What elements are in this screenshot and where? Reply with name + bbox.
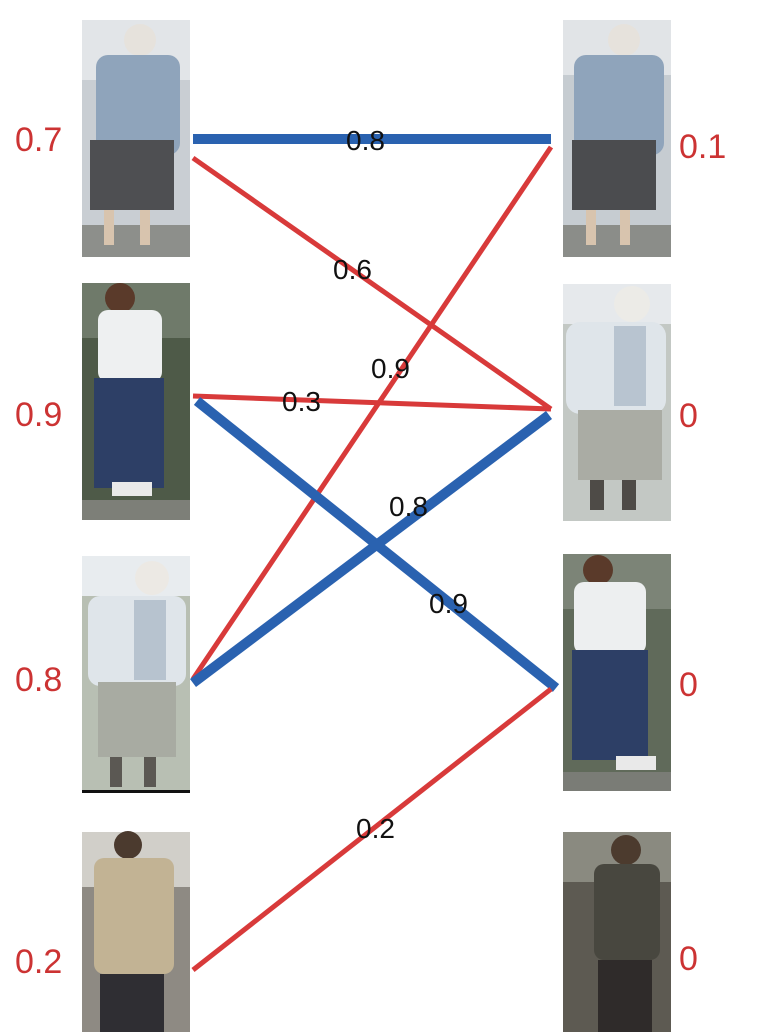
- right-scores: 0.1 0 0 0: [679, 128, 726, 978]
- edge-weight-label: 0.6: [333, 254, 372, 285]
- left-image-3: [82, 556, 190, 793]
- left-score-4: 0.2: [15, 943, 62, 981]
- edge-weight-label: 0.8: [389, 491, 428, 522]
- edge-l4-r3: [191, 687, 553, 972]
- right-score-4: 0: [679, 940, 698, 978]
- left-score-3: 0.8: [15, 661, 62, 699]
- left-image-1: [82, 20, 190, 257]
- left-scores: 0.7 0.9 0.8 0.2: [15, 121, 62, 981]
- right-score-2: 0: [679, 397, 698, 435]
- left-score-1: 0.7: [15, 121, 62, 159]
- edge-weight-label: 0.3: [282, 386, 321, 417]
- edge-weight-labels: 0.8 0.6 0.9 0.3 0.9 0.8 0.2: [282, 125, 468, 844]
- right-image-1: [563, 20, 671, 257]
- left-score-2: 0.9: [15, 396, 62, 434]
- right-image-3: [563, 554, 671, 791]
- edge-l3-r2: [189, 411, 553, 687]
- edge-l1-r2: [191, 155, 553, 412]
- edge-weight-label: 0.2: [356, 813, 395, 844]
- right-image-4: [563, 832, 671, 1032]
- edge-l3-r1: [190, 145, 554, 681]
- edge-weight-label: 0.9: [371, 353, 410, 384]
- right-score-3: 0: [679, 666, 698, 704]
- right-score-1: 0.1: [679, 128, 726, 166]
- left-image-4: [82, 831, 190, 1032]
- right-image-2: [563, 284, 671, 521]
- edge-weight-label: 0.9: [429, 588, 468, 619]
- left-image-2: [82, 283, 190, 520]
- edges: [189, 134, 560, 972]
- edge-l2-r2: [192, 393, 552, 412]
- edge-weight-label: 0.8: [346, 125, 385, 156]
